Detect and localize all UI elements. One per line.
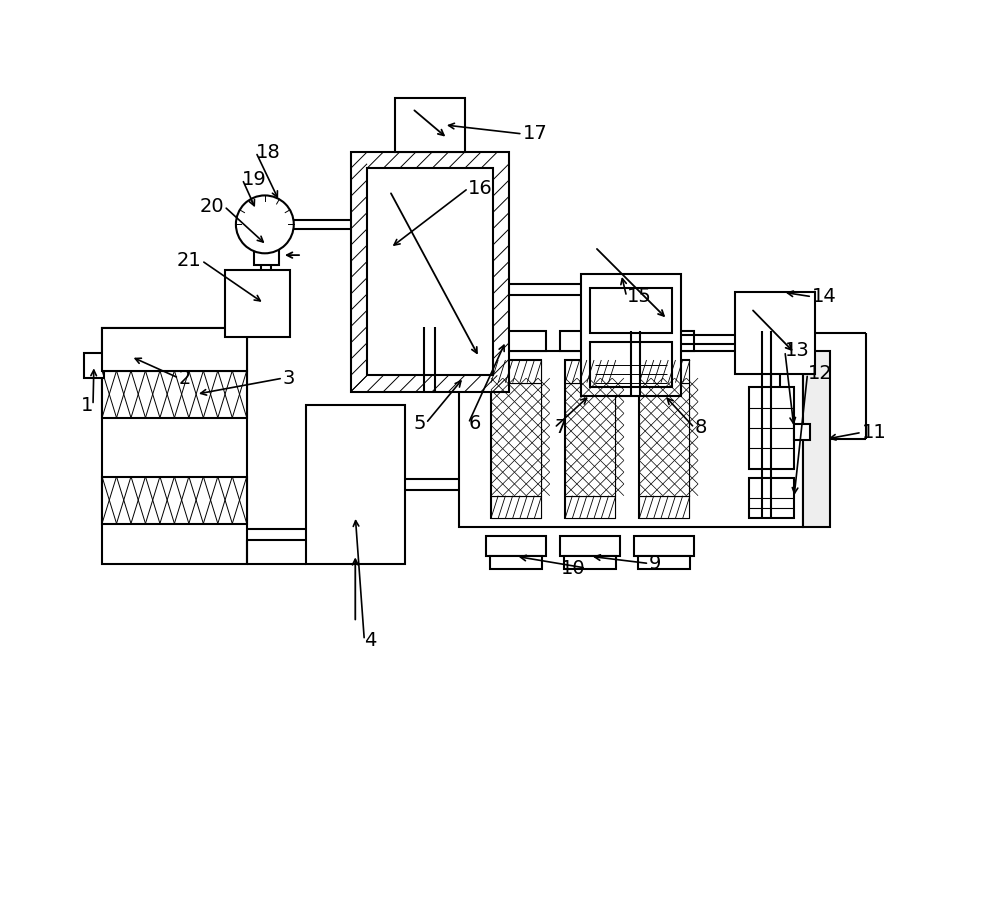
Bar bbox=[564, 556, 616, 569]
Circle shape bbox=[236, 196, 294, 253]
Bar bbox=[639, 496, 689, 519]
Bar bbox=[581, 274, 681, 396]
Text: 3: 3 bbox=[283, 369, 295, 388]
Text: 1: 1 bbox=[81, 396, 93, 415]
Bar bbox=[486, 331, 546, 351]
Text: 5: 5 bbox=[413, 414, 426, 433]
Bar bbox=[565, 360, 615, 382]
Bar bbox=[367, 168, 493, 376]
Bar bbox=[565, 360, 615, 519]
Bar bbox=[491, 360, 541, 382]
Bar bbox=[634, 536, 694, 556]
Text: 21: 21 bbox=[177, 251, 202, 270]
Bar bbox=[395, 97, 465, 152]
Bar bbox=[638, 556, 690, 569]
Bar bbox=[639, 360, 689, 382]
Bar bbox=[306, 405, 405, 563]
Text: 8: 8 bbox=[694, 419, 707, 438]
Text: 18: 18 bbox=[256, 143, 281, 161]
Bar bbox=[560, 536, 620, 556]
Text: 11: 11 bbox=[862, 423, 887, 442]
Bar bbox=[102, 370, 247, 418]
Bar bbox=[560, 331, 620, 351]
Bar bbox=[254, 245, 279, 265]
Bar bbox=[84, 353, 104, 379]
Text: 19: 19 bbox=[242, 169, 267, 188]
Text: 16: 16 bbox=[468, 178, 493, 197]
Bar bbox=[735, 292, 815, 374]
Bar bbox=[590, 342, 672, 387]
Bar bbox=[565, 382, 615, 496]
Bar bbox=[351, 152, 509, 391]
Bar bbox=[486, 536, 546, 556]
Text: 10: 10 bbox=[561, 559, 586, 578]
Bar bbox=[749, 478, 794, 519]
Bar bbox=[491, 360, 541, 519]
Bar bbox=[639, 382, 689, 496]
Text: 2: 2 bbox=[179, 369, 191, 388]
Bar bbox=[794, 424, 810, 440]
Text: 6: 6 bbox=[468, 414, 481, 433]
Bar bbox=[491, 496, 541, 519]
Bar bbox=[102, 329, 247, 370]
Bar bbox=[590, 288, 672, 333]
Text: 9: 9 bbox=[649, 554, 662, 573]
Bar bbox=[102, 477, 247, 523]
Text: 4: 4 bbox=[364, 631, 377, 650]
Text: 20: 20 bbox=[200, 197, 224, 216]
Text: 13: 13 bbox=[785, 341, 810, 360]
Bar bbox=[565, 496, 615, 519]
Bar bbox=[491, 382, 541, 496]
Text: 17: 17 bbox=[523, 125, 547, 144]
Bar bbox=[749, 387, 794, 469]
Text: 12: 12 bbox=[808, 364, 832, 383]
Bar bbox=[225, 269, 290, 338]
Bar bbox=[102, 329, 247, 563]
Text: 15: 15 bbox=[627, 288, 651, 307]
Bar bbox=[639, 360, 689, 519]
Bar bbox=[490, 556, 542, 569]
Bar bbox=[803, 351, 830, 528]
Text: 14: 14 bbox=[812, 288, 837, 307]
Bar bbox=[459, 351, 803, 528]
Text: 7: 7 bbox=[554, 419, 567, 438]
Bar bbox=[634, 331, 694, 351]
